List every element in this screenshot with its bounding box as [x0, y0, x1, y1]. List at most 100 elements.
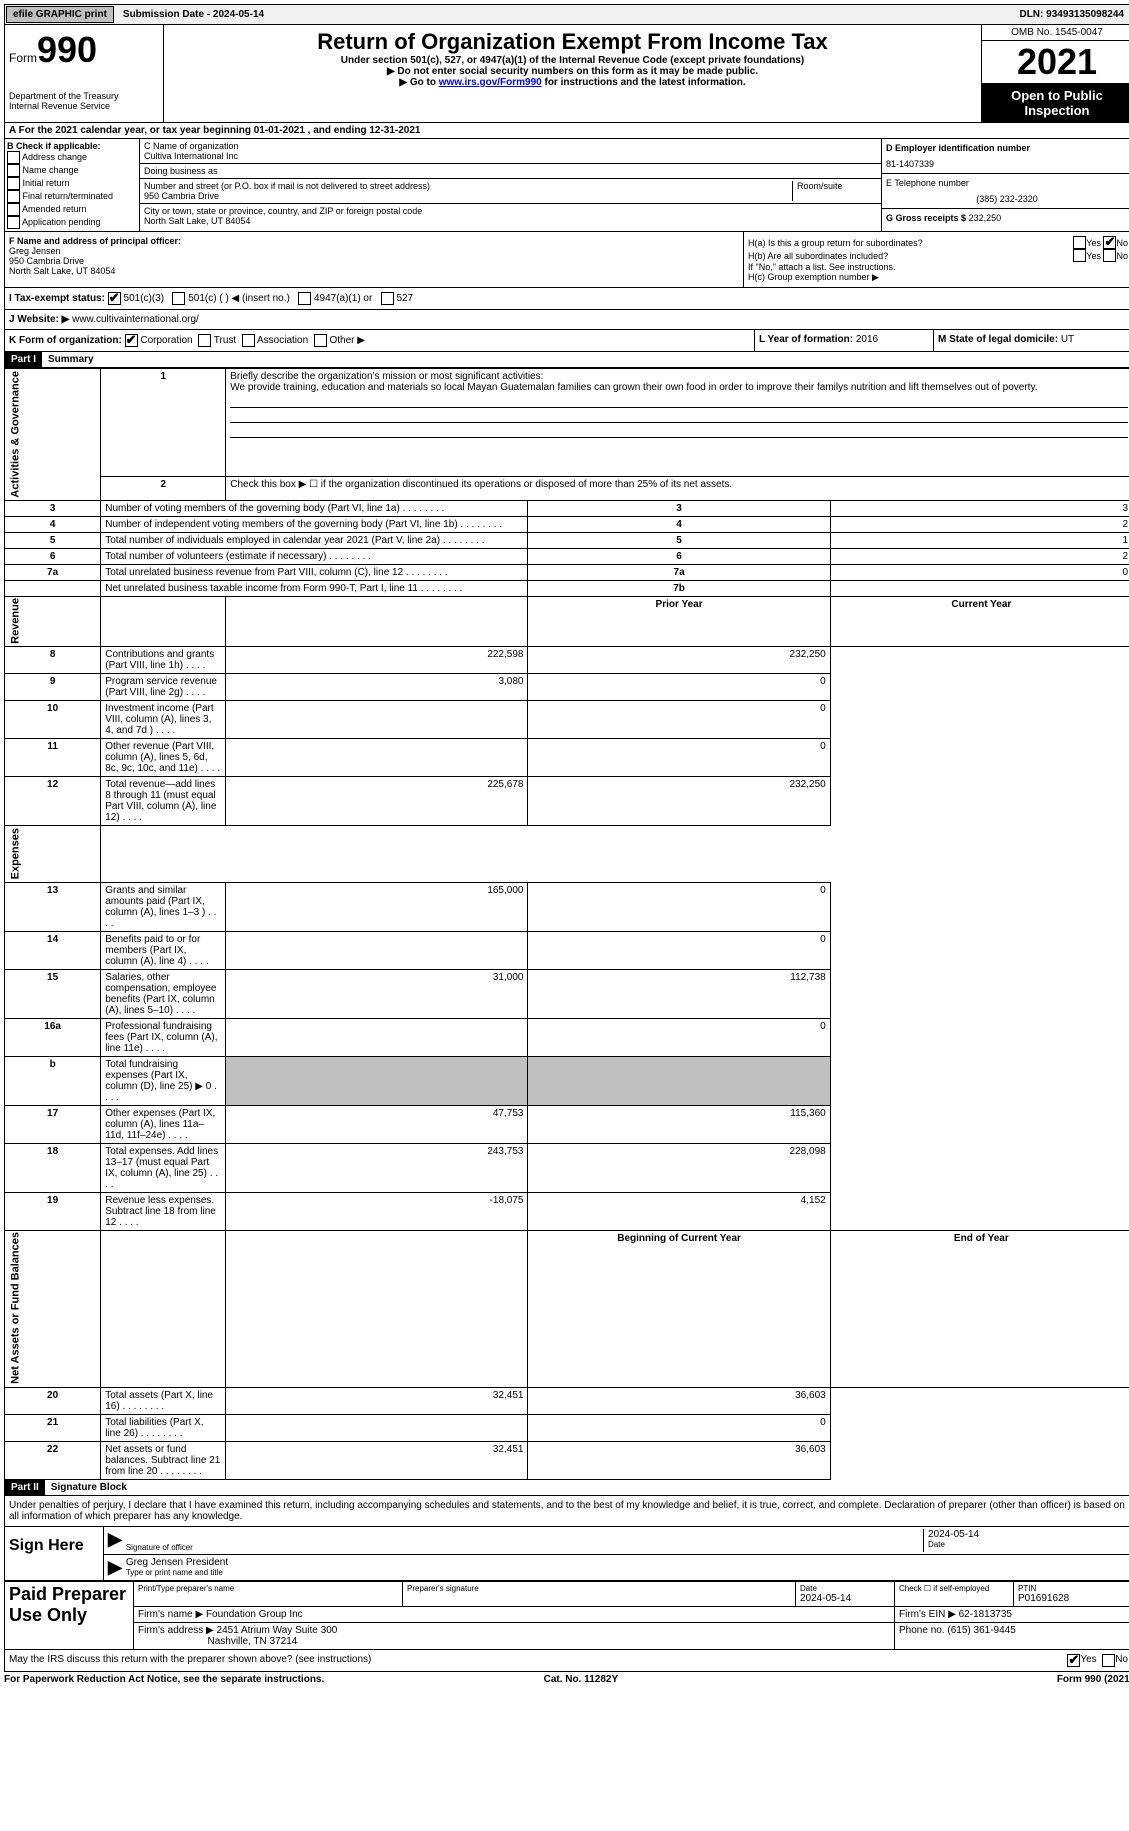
summary-row: Net unrelated business taxable income fr… [5, 580, 1129, 596]
checkbox[interactable] [7, 203, 20, 216]
form-subtitle-2: ▶ Do not enter social security numbers o… [168, 66, 977, 77]
other-checkbox[interactable] [314, 334, 327, 347]
checkbox[interactable] [7, 164, 20, 177]
row-i-j: I Tax-exempt status: 501(c)(3) 501(c) ( … [4, 288, 1129, 310]
summary-row: 14Benefits paid to or for members (Part … [5, 931, 1129, 969]
b-check-item: Amended return [7, 203, 137, 216]
summary-row: 11Other revenue (Part VIII, column (A), … [5, 739, 1129, 777]
state-domicile: UT [1061, 334, 1074, 345]
discuss-no-checkbox[interactable] [1102, 1654, 1115, 1667]
section-f: F Name and address of principal officer:… [5, 232, 744, 287]
4947-checkbox[interactable] [298, 292, 311, 305]
summary-row: 16aProfessional fundraising fees (Part I… [5, 1018, 1129, 1056]
section-c: C Name of organization Cultiva Internati… [140, 139, 882, 231]
summary-row: 10Investment income (Part VIII, column (… [5, 701, 1129, 739]
501c-checkbox[interactable] [172, 292, 185, 305]
telephone: (385) 232-2320 [886, 194, 1128, 204]
paid-preparer-block: Paid Preparer Use Only Print/Type prepar… [4, 1581, 1129, 1650]
efile-top-bar: efile GRAPHIC print Submission Date - 20… [4, 4, 1129, 25]
form-header: Form990 Department of the Treasury Inter… [4, 25, 1129, 123]
submission-date: Submission Date - 2024-05-14 [115, 7, 272, 22]
summary-row: 18Total expenses. Add lines 13–17 (must … [5, 1143, 1129, 1192]
section-d: D Employer identification number 81-1407… [882, 139, 1129, 231]
officer-name-title: Greg Jensen President [126, 1557, 1128, 1568]
527-checkbox[interactable] [381, 292, 394, 305]
block-fh: F Name and address of principal officer:… [4, 232, 1129, 288]
checkbox[interactable] [7, 190, 20, 203]
b-check-item: Address change [7, 151, 137, 164]
summary-row: 8Contributions and grants (Part VIII, li… [5, 647, 1129, 674]
ein: 81-1407339 [886, 159, 1128, 169]
page-footer: For Paperwork Reduction Act Notice, see … [4, 1672, 1129, 1685]
section-b: B Check if applicable: Address change Na… [5, 139, 140, 231]
officer-name: Greg Jensen [9, 246, 739, 256]
discuss-line: May the IRS discuss this return with the… [4, 1650, 1129, 1672]
website: www.cultivainternational.org/ [72, 314, 199, 325]
ha-no-checkbox[interactable] [1103, 236, 1116, 249]
side-net-assets: Net Assets or Fund Balances [5, 1230, 101, 1387]
irs-link[interactable]: www.irs.gov/Form990 [439, 77, 542, 88]
checkbox[interactable] [7, 151, 20, 164]
summary-row: 7aTotal unrelated business revenue from … [5, 564, 1129, 580]
b-check-item: Final return/terminated [7, 190, 137, 203]
form-subtitle-3: ▶ Go to www.irs.gov/Form990 for instruct… [168, 77, 977, 88]
summary-row: 20Total assets (Part X, line 16) . . . .… [5, 1387, 1129, 1414]
sig-date: 2024-05-14 [928, 1529, 1128, 1540]
part-1-header: Part I Summary [4, 352, 1129, 368]
part-2-header: Part II Signature Block [4, 1480, 1129, 1496]
501c3-checkbox[interactable] [108, 292, 121, 305]
sign-here-block: Sign Here ▶ Signature of officer 2024-05… [4, 1527, 1129, 1581]
hb-yes-checkbox[interactable] [1073, 249, 1086, 262]
trust-checkbox[interactable] [198, 334, 211, 347]
arrow-icon: ▶ [108, 1529, 122, 1552]
dln: DLN: 93493135098244 [1011, 7, 1129, 22]
hb-no-checkbox[interactable] [1103, 249, 1116, 262]
declaration: Under penalties of perjury, I declare th… [4, 1496, 1129, 1527]
summary-row: 21Total liabilities (Part X, line 26) . … [5, 1414, 1129, 1441]
side-revenue: Revenue [5, 596, 101, 647]
summary-row: 22Net assets or fund balances. Subtract … [5, 1441, 1129, 1479]
year-formation: 2016 [856, 334, 878, 345]
block-bcd: B Check if applicable: Address change Na… [4, 139, 1129, 232]
side-expenses: Expenses [5, 826, 101, 882]
b-check-item: Initial return [7, 177, 137, 190]
summary-row: 5Total number of individuals employed in… [5, 532, 1129, 548]
prep-date: 2024-05-14 [800, 1593, 890, 1604]
corp-checkbox[interactable] [125, 334, 138, 347]
assoc-checkbox[interactable] [242, 334, 255, 347]
summary-row: 6Total number of volunteers (estimate if… [5, 548, 1129, 564]
gross-receipts: 232,250 [969, 213, 1002, 223]
b-check-item: Name change [7, 164, 137, 177]
summary-table: Activities & Governance 1 Briefly descri… [4, 368, 1129, 1480]
summary-row: 17Other expenses (Part IX, column (A), l… [5, 1105, 1129, 1143]
row-j: J Website: ▶ www.cultivainternational.or… [4, 310, 1129, 330]
form-subtitle-1: Under section 501(c), 527, or 4947(a)(1)… [168, 55, 977, 66]
ptin: P01691628 [1018, 1593, 1128, 1604]
section-a-tax-year: A For the 2021 calendar year, or tax yea… [4, 123, 1129, 139]
discuss-yes-checkbox[interactable] [1067, 1654, 1080, 1667]
street-address: 950 Cambria Drive [144, 191, 788, 201]
form-title: Return of Organization Exempt From Incom… [168, 29, 977, 55]
omb-number: OMB No. 1545-0047 [982, 25, 1129, 41]
side-activities: Activities & Governance [5, 369, 101, 501]
summary-row: 9Program service revenue (Part VIII, lin… [5, 674, 1129, 701]
dept-treasury: Department of the Treasury Internal Reve… [9, 91, 159, 111]
section-h: H(a) Is this a group return for subordin… [744, 232, 1129, 287]
summary-row: 4Number of independent voting members of… [5, 516, 1129, 532]
firm-phone: (615) 361-9445 [947, 1625, 1015, 1636]
summary-row: 13Grants and similar amounts paid (Part … [5, 882, 1129, 931]
firm-name: Foundation Group Inc [206, 1609, 303, 1620]
ha-yes-checkbox[interactable] [1073, 236, 1086, 249]
checkbox[interactable] [7, 216, 20, 229]
efile-print-button[interactable]: efile GRAPHIC print [6, 6, 114, 23]
open-inspection: Open to Public Inspection [982, 84, 1129, 122]
checkbox[interactable] [7, 177, 20, 190]
summary-row: 3Number of voting members of the governi… [5, 500, 1129, 516]
form-number: Form990 [9, 29, 159, 71]
summary-row: 19Revenue less expenses. Subtract line 1… [5, 1192, 1129, 1230]
summary-row: bTotal fundraising expenses (Part IX, co… [5, 1056, 1129, 1105]
org-name: Cultiva International Inc [144, 151, 877, 161]
mission-text: We provide training, education and mater… [230, 382, 1037, 393]
row-klm: K Form of organization: Corporation Trus… [4, 330, 1129, 352]
b-check-item: Application pending [7, 216, 137, 229]
